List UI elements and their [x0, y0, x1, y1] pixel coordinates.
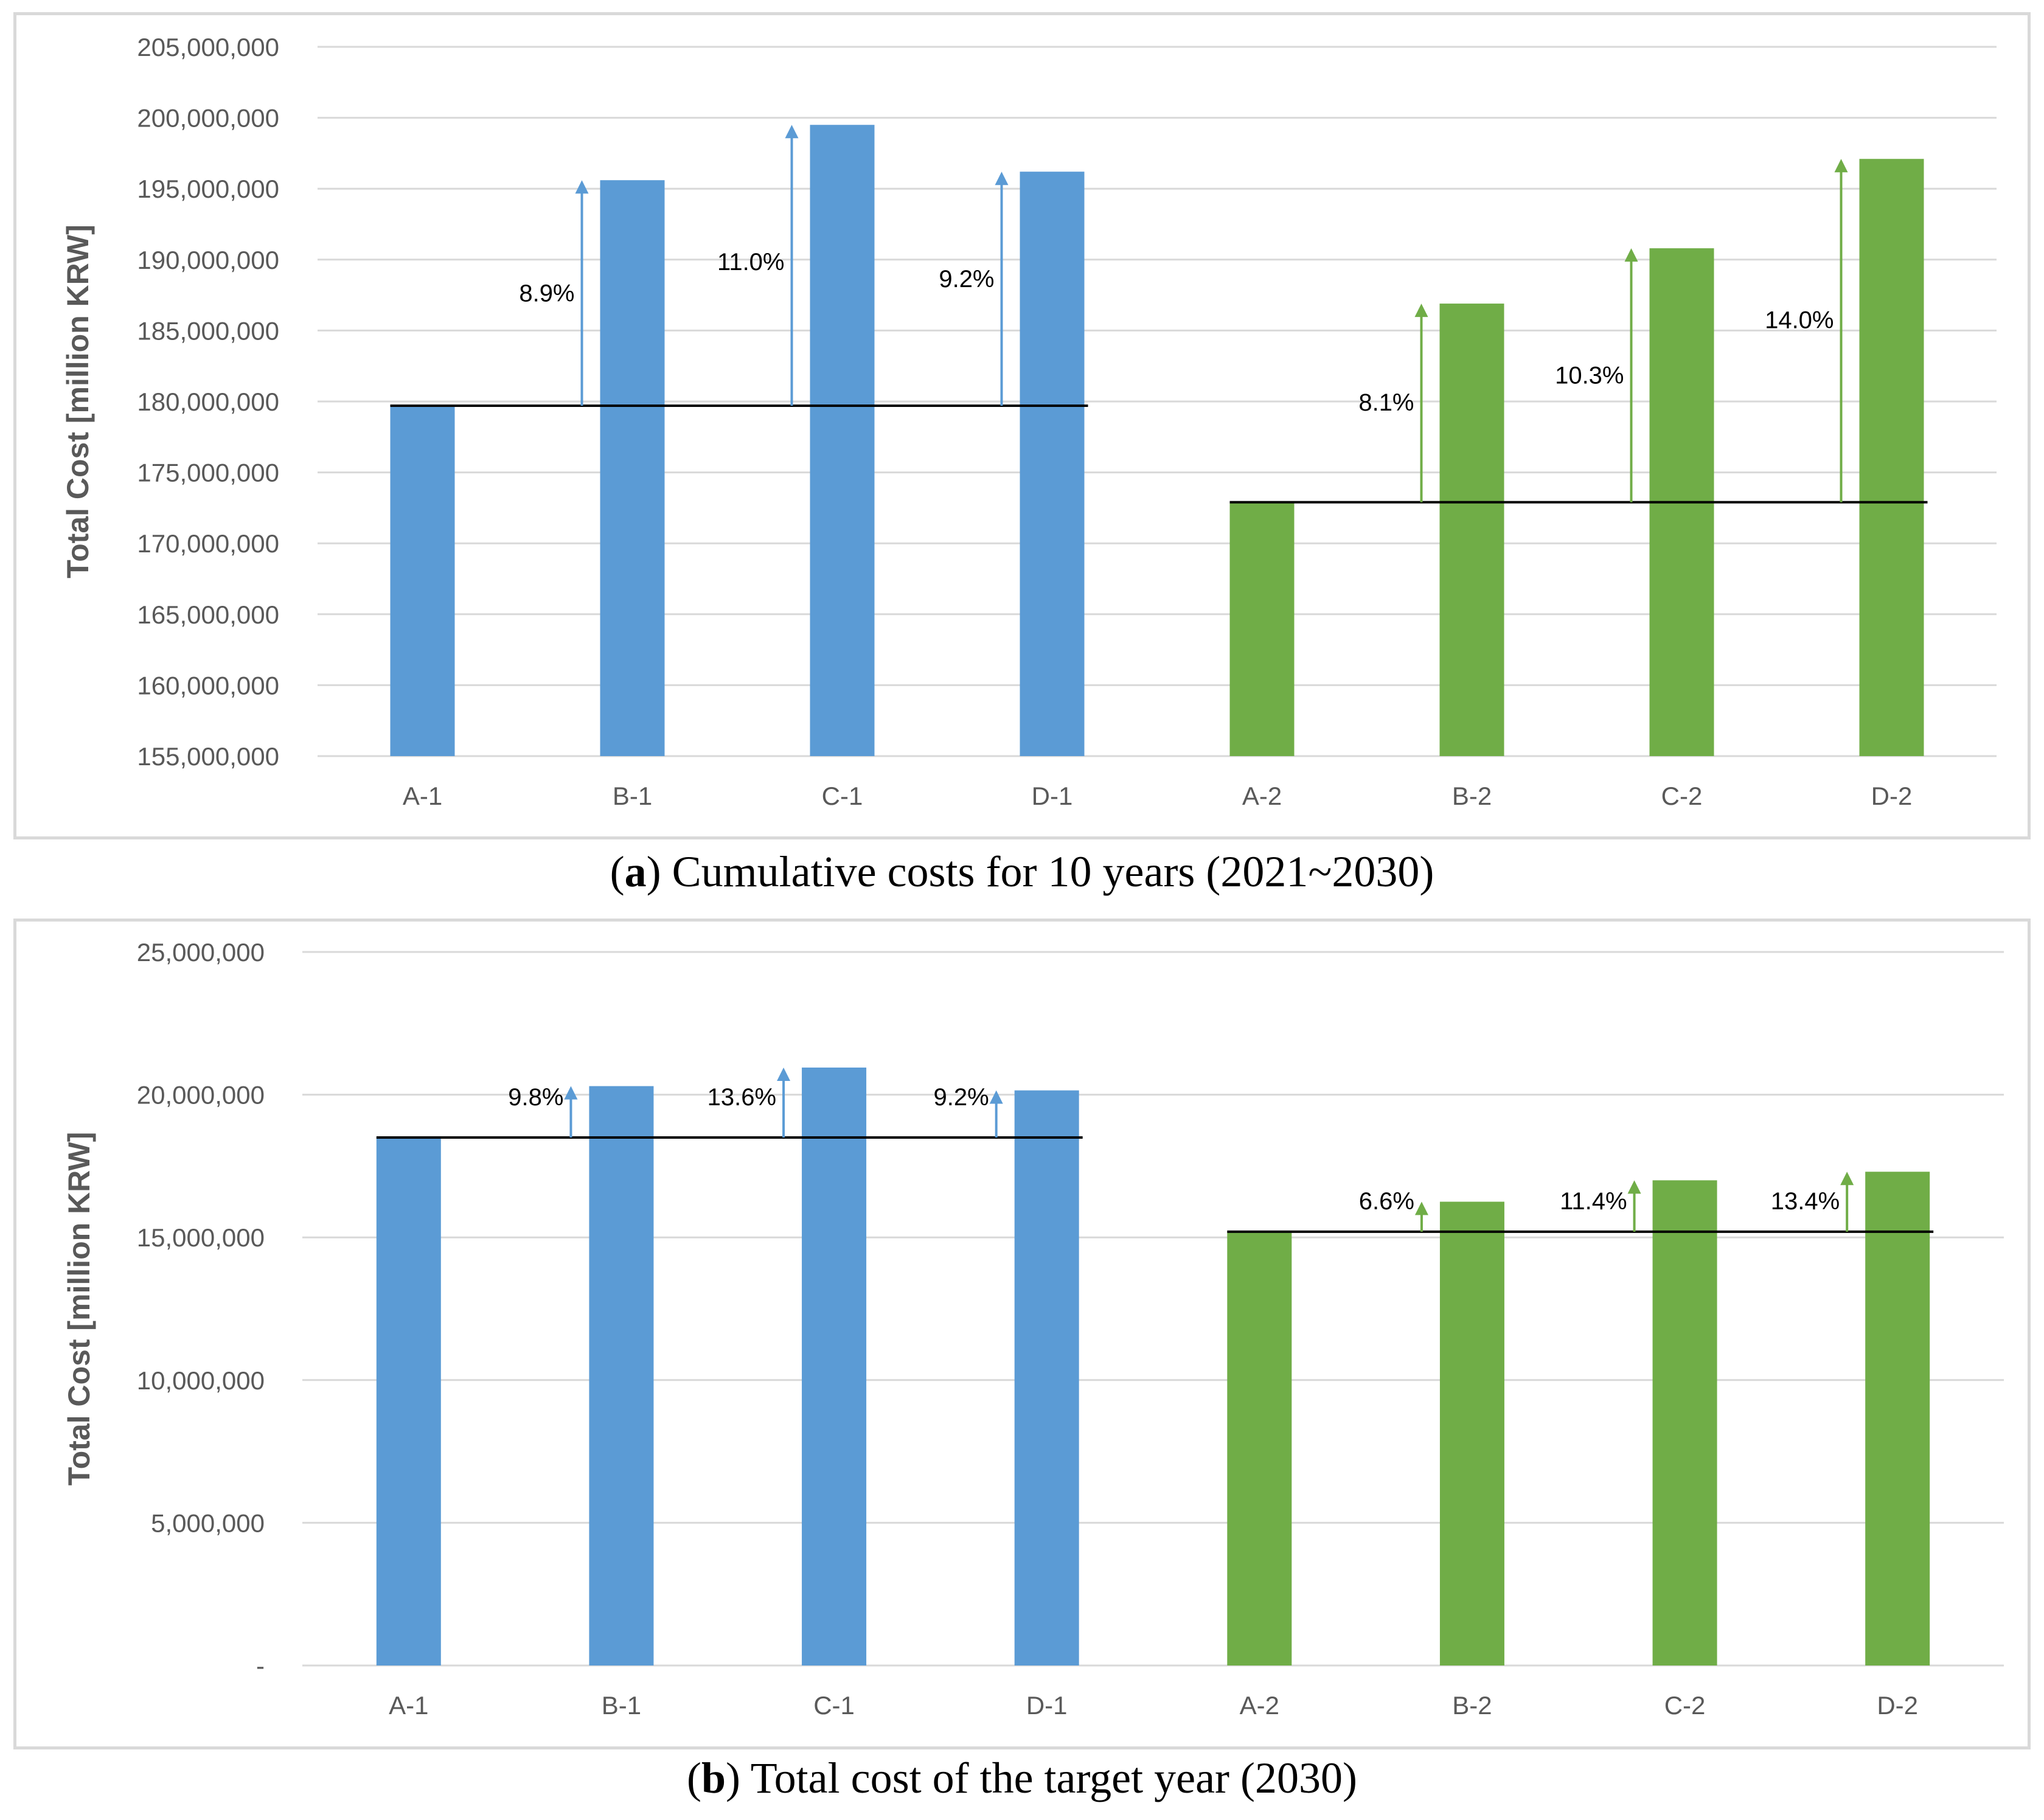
bar-a-1 [376, 1137, 441, 1665]
x-tick-label: C-2 [1661, 782, 1703, 810]
bar-b-1 [600, 180, 665, 756]
y-tick-label: 195,000,000 [137, 175, 279, 203]
increase-arrow-head [1627, 1180, 1641, 1194]
chart-cumulative-costs: 155,000,000 160,000,000 165,000,000 170,000… [61, 33, 1997, 810]
y-axis-title: Total Cost [million KRW] [62, 1132, 96, 1485]
increase-arrow-head [564, 1086, 578, 1100]
bar-d-2 [1859, 159, 1924, 756]
x-tick-label: C-1 [822, 782, 863, 810]
x-tick-label: D-1 [1026, 1691, 1068, 1720]
x-tick-label: D-1 [1032, 782, 1073, 810]
y-tick-label: 165,000,000 [137, 600, 279, 629]
increase-arrow-head [785, 125, 799, 139]
y-tick-label: 15,000,000 [137, 1223, 265, 1252]
increase-percent-label: 9.2% [934, 1084, 989, 1111]
bar-d-1 [1020, 172, 1085, 756]
chart-target-year-cost: - 5,000,000 10,000,000 15,000,000 20,000,000… [62, 938, 2004, 1720]
increase-percent-label: 13.6% [707, 1084, 776, 1111]
increase-arrow-head [1414, 1201, 1428, 1215]
y-tick-label: 155,000,000 [137, 742, 279, 771]
y-tick-label: 5,000,000 [151, 1509, 265, 1537]
increase-arrow-head [575, 180, 589, 194]
x-tick-label: C-1 [813, 1691, 855, 1720]
y-tick-label: 190,000,000 [137, 246, 279, 274]
x-tick-label: B-2 [1452, 1691, 1492, 1720]
y-tick-label: 25,000,000 [137, 938, 265, 967]
caption-b: (b) Total cost of the target year (2030) [687, 1754, 1357, 1802]
caption-b-letter: b [701, 1754, 726, 1802]
caption-a-letter: a [624, 847, 647, 896]
increase-percent-label: 13.4% [1771, 1188, 1840, 1215]
increase-percent-label: 8.9% [519, 280, 574, 307]
bar-d-2 [1865, 1172, 1930, 1665]
bar-a-2 [1229, 502, 1295, 756]
increase-arrow-head [1414, 304, 1428, 318]
y-tick-label: 205,000,000 [137, 33, 279, 61]
y-tick-label: - [256, 1652, 265, 1680]
x-tick-label: B-2 [1452, 782, 1492, 810]
x-tick-label: A-1 [403, 782, 442, 810]
increase-percent-label: 11.0% [717, 249, 784, 276]
x-tick-label: A-1 [389, 1691, 428, 1720]
increase-percent-label: 11.4% [1560, 1188, 1627, 1215]
x-tick-label: A-2 [1240, 1691, 1279, 1720]
bar-b-1 [589, 1086, 654, 1665]
bar-a-2 [1227, 1231, 1292, 1665]
bar-b-2 [1439, 1201, 1504, 1665]
x-tick-label: D-2 [1871, 782, 1913, 810]
increase-percent-label: 14.0% [1765, 307, 1834, 334]
increase-arrow-head [777, 1068, 791, 1082]
bar-c-2 [1652, 1180, 1717, 1665]
increase-arrow-head [995, 172, 1009, 186]
caption-b-text: ) Total cost of the target year (2030) [726, 1754, 1357, 1802]
increase-arrow-head [1834, 159, 1848, 173]
y-tick-label: 175,000,000 [137, 459, 279, 487]
x-tick-label: B-1 [602, 1691, 641, 1720]
increase-percent-label: 9.8% [508, 1084, 563, 1111]
y-tick-label: 180,000,000 [137, 387, 279, 416]
increase-percent-label: 8.1% [1358, 389, 1414, 416]
bar-d-1 [1014, 1090, 1079, 1665]
y-tick-label: 10,000,000 [137, 1366, 265, 1395]
y-tick-label: 170,000,000 [137, 529, 279, 558]
x-tick-label: D-2 [1877, 1691, 1918, 1720]
y-tick-label: 160,000,000 [137, 671, 279, 700]
caption-a: (a) Cumulative costs for 10 years (2021~… [610, 847, 1434, 896]
y-axis-title: Total Cost [million KRW] [61, 224, 95, 578]
bar-c-1 [802, 1068, 867, 1665]
bar-a-1 [390, 405, 455, 756]
increase-arrow-head [1840, 1172, 1854, 1186]
y-tick-label: 200,000,000 [137, 104, 279, 133]
x-tick-label: A-2 [1242, 782, 1282, 810]
y-tick-label: 185,000,000 [137, 316, 279, 345]
increase-arrow-head [989, 1090, 1003, 1104]
y-tick-label: 20,000,000 [137, 1081, 265, 1110]
caption-a-text: ) Cumulative costs for 10 years (2021~20… [646, 847, 1434, 896]
increase-percent-label: 10.3% [1555, 363, 1624, 389]
chart-panel-cumulative: 155,000,000 160,000,000 165,000,000 170,000… [13, 12, 2031, 839]
increase-percent-label: 9.2% [939, 266, 994, 293]
x-tick-label: C-2 [1664, 1691, 1706, 1720]
chart-panel-target-year: - 5,000,000 10,000,000 15,000,000 20,000,000… [13, 919, 2031, 1749]
increase-percent-label: 6.6% [1359, 1188, 1414, 1215]
increase-arrow-head [1624, 248, 1638, 262]
bar-c-1 [810, 125, 875, 756]
bar-b-2 [1439, 304, 1504, 756]
x-tick-label: B-1 [613, 782, 652, 810]
